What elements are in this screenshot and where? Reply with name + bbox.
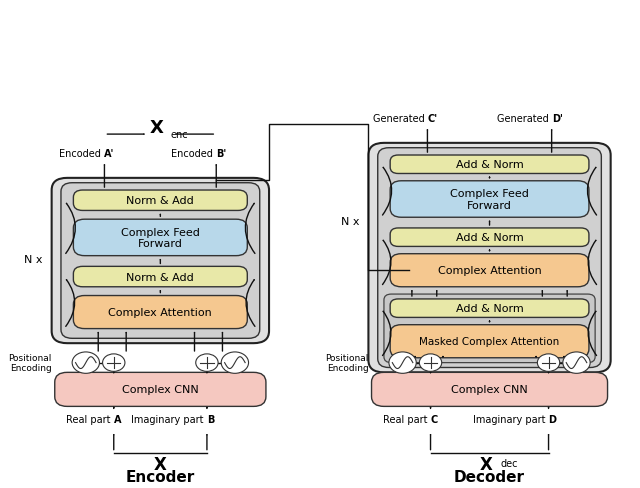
Circle shape [221,352,248,373]
Text: $\mathbf{X}$: $\mathbf{X}$ [150,119,165,137]
FancyBboxPatch shape [378,148,602,368]
FancyBboxPatch shape [369,143,611,372]
FancyBboxPatch shape [390,156,589,174]
Text: Masked Complex Attention: Masked Complex Attention [419,337,559,346]
Text: Complex CNN: Complex CNN [122,385,198,395]
Circle shape [538,354,560,372]
Text: D: D [548,414,557,424]
Text: Complex Feed
Forward: Complex Feed Forward [121,227,200,249]
Text: Positional
Encoding: Positional Encoding [8,353,52,372]
Circle shape [389,352,416,373]
Text: Encoded: Encoded [60,149,104,159]
Text: dec: dec [500,458,518,468]
Text: Generated: Generated [372,114,428,124]
Text: enc: enc [171,130,189,140]
Text: Imaginary part: Imaginary part [473,414,548,424]
Text: N x: N x [340,217,359,226]
Text: Norm & Add: Norm & Add [127,196,194,206]
FancyBboxPatch shape [52,179,269,344]
Text: C: C [431,414,438,424]
Circle shape [72,352,99,373]
Text: D': D' [552,114,563,124]
Text: Complex CNN: Complex CNN [451,385,528,395]
Text: Add & Norm: Add & Norm [456,233,524,243]
FancyBboxPatch shape [74,191,247,211]
Text: N x: N x [24,255,42,265]
FancyBboxPatch shape [390,299,589,318]
FancyBboxPatch shape [55,372,266,407]
FancyBboxPatch shape [390,182,589,218]
FancyBboxPatch shape [74,220,247,256]
Text: Generated: Generated [497,114,552,124]
Text: A': A' [104,149,115,159]
Circle shape [102,354,125,372]
Text: Add & Norm: Add & Norm [456,160,524,170]
Text: $\mathbf{X}$: $\mathbf{X}$ [153,455,168,473]
Text: Complex Attention: Complex Attention [108,307,212,317]
Text: Encoder: Encoder [125,469,195,485]
Text: A: A [114,414,121,424]
Text: $\mathbf{X}$: $\mathbf{X}$ [479,455,493,473]
Text: C': C' [428,114,438,124]
FancyBboxPatch shape [372,372,607,407]
FancyBboxPatch shape [61,183,260,339]
FancyBboxPatch shape [384,294,595,363]
Text: Real part: Real part [66,414,114,424]
FancyBboxPatch shape [390,325,589,358]
Text: Encoded: Encoded [172,149,216,159]
Text: Decoder: Decoder [454,469,525,485]
Text: Complex Feed
Forward: Complex Feed Forward [450,189,529,210]
Circle shape [196,354,218,372]
Text: Add & Norm: Add & Norm [456,304,524,313]
Text: Real part: Real part [383,414,431,424]
Text: Norm & Add: Norm & Add [127,272,194,282]
FancyBboxPatch shape [74,267,247,287]
Text: B: B [207,414,214,424]
FancyBboxPatch shape [390,254,589,287]
Text: B': B' [216,149,227,159]
Text: Positional
Encoding: Positional Encoding [325,353,369,372]
FancyBboxPatch shape [74,296,247,329]
Text: Imaginary part: Imaginary part [131,414,207,424]
FancyBboxPatch shape [390,228,589,247]
Text: Complex Attention: Complex Attention [438,265,541,276]
Circle shape [419,354,442,372]
Circle shape [563,352,590,373]
